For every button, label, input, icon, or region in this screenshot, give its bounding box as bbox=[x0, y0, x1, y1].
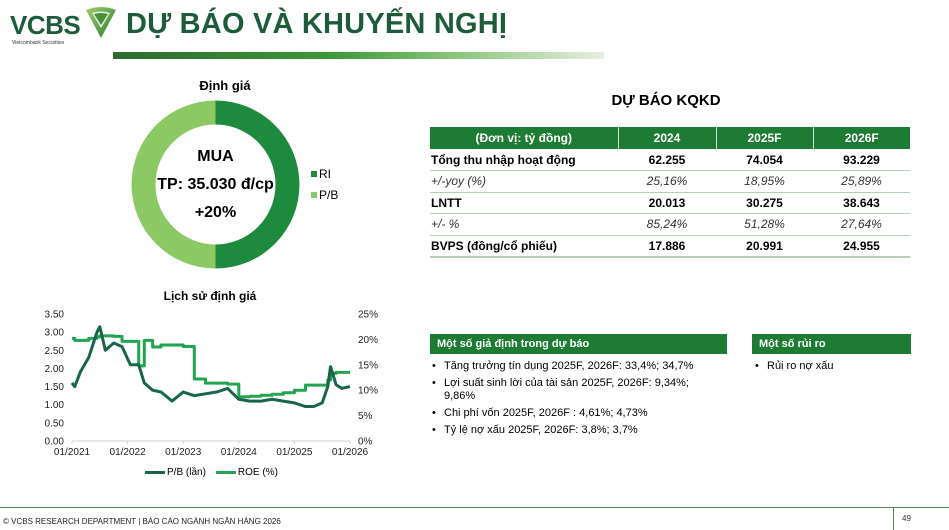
list-item: Tăng trưởng tín dụng 2025F, 2026F: 33,4%… bbox=[431, 360, 723, 373]
y-right-tick-label: 20% bbox=[358, 335, 378, 346]
legend-swatch-pb bbox=[311, 191, 317, 198]
donut-legend: RI P/B bbox=[311, 163, 338, 205]
y-right-tick-label: 0% bbox=[358, 437, 373, 448]
column-header: (Đơn vị: tỷ đồng) bbox=[430, 127, 619, 149]
legend-swatch-ri bbox=[311, 170, 317, 177]
column-header: 2024 bbox=[618, 127, 717, 149]
cell-value: 30.275 bbox=[716, 192, 813, 214]
recommendation: MUA bbox=[197, 147, 234, 165]
list-item: Chi phí vốn 2025F, 2026F : 4,61%; 4,73% bbox=[431, 407, 723, 420]
y-left-tick-label: 3.50 bbox=[45, 310, 65, 321]
footer-divider bbox=[0, 507, 949, 508]
table-row: BVPS (đồng/cổ phiếu) 17.886 20.991 24.95… bbox=[430, 235, 910, 258]
history-chart-title: Lịch sử định giá bbox=[163, 289, 257, 303]
donut-center-label: MUA TP: 35.030 đ/cp +20% bbox=[131, 100, 300, 269]
legend-line-pb bbox=[145, 471, 165, 474]
valuation-donut-chart bbox=[131, 100, 300, 269]
x-tick-label: 01/2024 bbox=[221, 447, 258, 458]
footer-text: © VCBS RESEARCH DEPARTMENT | BÁO CÁO NGÀ… bbox=[3, 517, 281, 526]
cell-value: 25,16% bbox=[618, 170, 716, 193]
forecast-title: DỰ BÁO KQKD bbox=[611, 92, 721, 109]
x-tick-label: 01/2023 bbox=[165, 447, 202, 458]
y-left-tick-label: 2.50 bbox=[45, 346, 65, 357]
x-tick-label: 01/2026 bbox=[332, 447, 369, 458]
row-label: +/-yoy (%) bbox=[430, 170, 618, 193]
cell-value: 62.255 bbox=[618, 149, 716, 171]
cell-value: 38.643 bbox=[813, 192, 910, 214]
row-label: BVPS (đồng/cổ phiếu) bbox=[430, 235, 618, 258]
row-label: Tổng thu nhập hoạt động bbox=[430, 149, 618, 171]
legend-line-roe bbox=[215, 471, 236, 474]
legend-label: RI bbox=[319, 166, 331, 181]
table-row: Tổng thu nhập hoạt động 62.255 74.054 93… bbox=[430, 149, 910, 171]
x-tick-label: 01/2022 bbox=[110, 447, 147, 458]
table-header-row: (Đơn vị: tỷ đồng) 2024 2025F 2026F bbox=[430, 127, 910, 149]
valuation-title: Định giá bbox=[199, 78, 251, 93]
footer-page-divider bbox=[893, 507, 894, 530]
cell-value: 74.054 bbox=[716, 149, 813, 171]
chart-axes: 01/2021 01/2022 01/2023 01/2024 01/2025 01/20… bbox=[45, 310, 379, 459]
legend-item-pb: P/B (lần) bbox=[145, 467, 206, 478]
legend-label: ROE (%) bbox=[237, 467, 278, 478]
logo-subtext: Vietcombank Securities bbox=[12, 40, 65, 46]
y-left-tick-label: 3.00 bbox=[45, 328, 65, 339]
legend-item-ri: RI bbox=[311, 163, 338, 184]
page-number: 49 bbox=[902, 514, 911, 523]
column-header: 2025F bbox=[716, 127, 814, 149]
list-item: Rủi ro nợ xấu bbox=[754, 360, 909, 373]
table-row: +/-yoy (%) 25,16% 18,95% 25,89% bbox=[430, 170, 910, 193]
risks-list: Rủi ro nợ xấu bbox=[754, 360, 909, 377]
row-label: +/- % bbox=[430, 213, 618, 236]
x-tick-label: 01/2025 bbox=[276, 447, 313, 458]
y-right-tick-label: 15% bbox=[358, 360, 378, 371]
page-title: DỰ BÁO VÀ KHUYẾN NGHỊ bbox=[126, 8, 508, 40]
list-item: Lợi suất sinh lời của tài sản 2025F, 202… bbox=[431, 377, 723, 403]
cell-value: 51,28% bbox=[716, 213, 813, 236]
cell-value: 20.991 bbox=[716, 235, 813, 258]
table-row: LNTT 20.013 30.275 38.643 bbox=[430, 192, 910, 214]
history-chart-legend: P/B (lần) ROE (%) bbox=[145, 467, 278, 478]
assumptions-header: Một số giả định trong dự báo bbox=[430, 334, 727, 354]
donut-slice-ri bbox=[215, 100, 300, 269]
cell-value: 25,89% bbox=[813, 170, 910, 193]
cell-value: 93.229 bbox=[813, 149, 910, 171]
valuation-history-line-chart: 01/2021 01/2022 01/2023 01/2024 01/2025 01/20… bbox=[45, 310, 379, 459]
cell-value: 17.886 bbox=[618, 235, 716, 258]
vcbs-shield-icon bbox=[86, 7, 116, 38]
list-item: Tỷ lệ nợ xấu 2025F, 2026F: 3,8%; 3,7% bbox=[431, 424, 723, 437]
y-right-tick-label: 5% bbox=[358, 411, 373, 422]
y-left-tick-label: 1.50 bbox=[45, 382, 65, 393]
risks-header: Một số rủi ro bbox=[752, 334, 911, 354]
title-underline-bar bbox=[113, 52, 604, 59]
legend-label: P/B (lần) bbox=[167, 467, 206, 478]
y-left-tick-label: 2.00 bbox=[45, 364, 65, 375]
y-right-tick-label: 25% bbox=[358, 310, 378, 321]
vcbs-logo: VCBS Vietcombank Securities bbox=[8, 6, 118, 46]
logo-text: VCBS bbox=[10, 10, 81, 40]
cell-value: 24.955 bbox=[813, 235, 910, 258]
y-right-tick-label: 10% bbox=[358, 386, 378, 397]
legend-item-roe: ROE (%) bbox=[215, 467, 278, 478]
legend-item-pb: P/B bbox=[311, 184, 338, 205]
target-price: TP: 35.030 đ/cp bbox=[157, 175, 274, 193]
table-row: +/- % 85,24% 51,28% 27,64% bbox=[430, 213, 910, 236]
upside: +20% bbox=[194, 203, 237, 221]
y-left-tick-label: 0.50 bbox=[45, 418, 65, 429]
x-tick-label: 01/2021 bbox=[54, 447, 91, 458]
donut-slice-pb bbox=[131, 100, 216, 269]
pb-line bbox=[70, 325, 351, 409]
assumptions-list: Tăng trưởng tín dụng 2025F, 2026F: 33,4%… bbox=[431, 360, 723, 441]
legend-label: P/B bbox=[319, 187, 339, 202]
cell-value: 20.013 bbox=[618, 192, 716, 214]
row-label: LNTT bbox=[430, 192, 618, 214]
y-left-tick-label: 1.00 bbox=[45, 400, 65, 411]
cell-value: 18,95% bbox=[716, 170, 813, 193]
cell-value: 85,24% bbox=[618, 213, 716, 236]
cell-value: 27,64% bbox=[813, 213, 910, 236]
forecast-table: (Đơn vị: tỷ đồng) 2024 2025F 2026F Tổng … bbox=[430, 127, 910, 258]
y-left-tick-label: 0.00 bbox=[45, 437, 65, 448]
column-header: 2026F bbox=[813, 127, 910, 149]
